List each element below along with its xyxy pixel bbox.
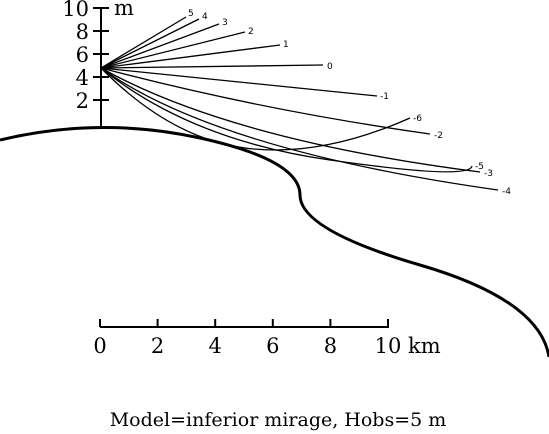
height-tick-label-10: 10 bbox=[62, 0, 89, 21]
ray-label-minus-2: -2 bbox=[434, 131, 443, 141]
height-tick-label-2: 2 bbox=[76, 89, 89, 113]
height-tick-label-6: 6 bbox=[76, 43, 89, 67]
ray-0 bbox=[100, 64, 324, 69]
ray-minus-5 bbox=[100, 67, 473, 173]
height-tick-label-4: 4 bbox=[76, 66, 89, 90]
ray-5 bbox=[100, 16, 187, 69]
height-axis: 10 8 6 4 2 m bbox=[62, 0, 134, 128]
distance-tick-label-2: 2 bbox=[151, 334, 164, 358]
ray-bundle bbox=[100, 16, 499, 191]
ray-minus-4 bbox=[100, 67, 499, 191]
distance-tick-label-10: 10 bbox=[375, 334, 402, 358]
distance-tick-label-0: 0 bbox=[93, 334, 106, 358]
ray-minus-1 bbox=[100, 67, 378, 97]
ray-3 bbox=[100, 23, 220, 69]
figure-caption: Model=inferior mirage, Hobs=5 m bbox=[110, 409, 447, 431]
ray-label-minus-6: -6 bbox=[413, 114, 422, 124]
ray-minus-3 bbox=[100, 67, 481, 173]
distance-unit-label: km bbox=[408, 334, 441, 358]
ray-2 bbox=[100, 31, 246, 69]
earth-surface-curve bbox=[0, 125, 549, 358]
ray-minus-6 bbox=[100, 67, 411, 151]
ray-label-minus-5: -5 bbox=[475, 162, 484, 172]
ray-label-minus-4: -4 bbox=[502, 187, 511, 197]
ray-label-1: 1 bbox=[283, 40, 289, 50]
distance-tick-label-8: 8 bbox=[324, 334, 337, 358]
distance-tick-label-6: 6 bbox=[266, 334, 279, 358]
ray-labels: 5 4 3 2 1 0 -1 -2 -3 -4 -5 -6 bbox=[188, 9, 511, 197]
ray-label-5: 5 bbox=[188, 9, 194, 19]
ray-label-4: 4 bbox=[202, 12, 208, 22]
ray-minus-2 bbox=[100, 67, 431, 135]
ray-label-minus-3: -3 bbox=[484, 169, 493, 179]
ray-1 bbox=[100, 44, 281, 69]
height-tick-label-8: 8 bbox=[76, 20, 89, 44]
distance-axis: 0 2 4 6 8 10 km bbox=[93, 319, 441, 358]
ray-4 bbox=[100, 18, 200, 69]
ray-label-minus-1: -1 bbox=[380, 92, 389, 102]
distance-tick-label-4: 4 bbox=[209, 334, 222, 358]
ray-label-2: 2 bbox=[248, 27, 254, 37]
ray-label-3: 3 bbox=[222, 18, 228, 28]
ray-label-0: 0 bbox=[327, 62, 333, 72]
height-unit-label: m bbox=[114, 0, 134, 20]
